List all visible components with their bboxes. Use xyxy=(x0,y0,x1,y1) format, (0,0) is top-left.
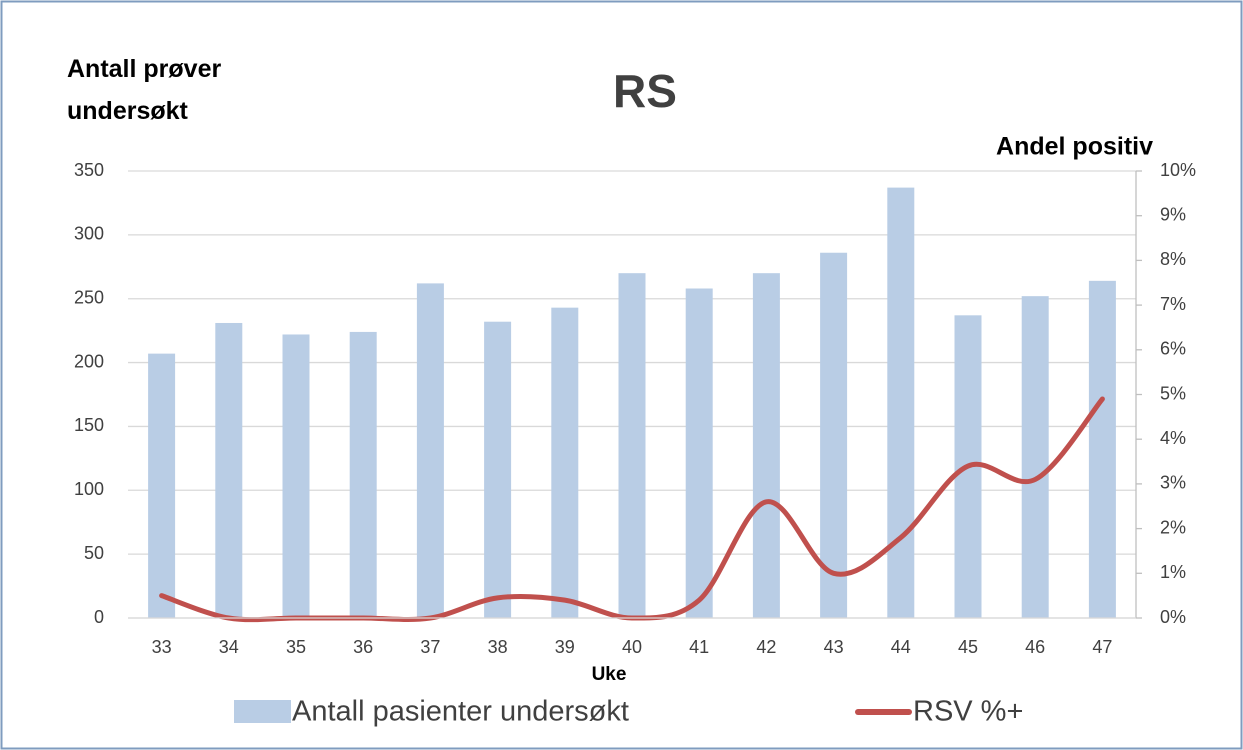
y-tick-label: 200 xyxy=(74,351,104,371)
x-tick-label: 33 xyxy=(152,637,172,657)
y-tick-label: 0 xyxy=(94,607,104,627)
bar xyxy=(1088,280,1116,618)
legend-label: RSV %+ xyxy=(913,696,1023,728)
y2-tick-label: 6% xyxy=(1160,339,1186,359)
chart-title: RS xyxy=(613,65,677,117)
x-tick-label: 35 xyxy=(286,637,306,657)
x-tick-label: 39 xyxy=(555,637,575,657)
y-axis-title: Antall prøver undersøkt xyxy=(67,55,222,125)
x-tick-label: 42 xyxy=(756,637,776,657)
x-tick-label: 46 xyxy=(1025,637,1045,657)
y2-tick-label: 1% xyxy=(1160,562,1186,582)
y2-tick-label: 8% xyxy=(1160,249,1186,269)
bar xyxy=(215,322,243,618)
y-tick-label: 150 xyxy=(74,415,104,435)
x-tick-label: 41 xyxy=(689,637,709,657)
y2-tick-label: 0% xyxy=(1160,607,1186,627)
bar xyxy=(416,283,444,618)
y-tick-label: 100 xyxy=(74,479,104,499)
bar xyxy=(820,252,848,619)
y2-tick-label: 9% xyxy=(1160,204,1186,224)
bar xyxy=(1021,296,1049,618)
y2-tick-label: 5% xyxy=(1160,383,1186,403)
y-tick-label: 250 xyxy=(74,287,104,307)
y2-tick-label: 4% xyxy=(1160,428,1186,448)
y2-tick-label: 2% xyxy=(1160,517,1186,537)
y-tick-label: 300 xyxy=(74,224,104,244)
x-tick-label: 40 xyxy=(622,637,642,657)
x-tick-label: 37 xyxy=(420,637,440,657)
y2-tick-label: 7% xyxy=(1160,294,1186,314)
x-tick-label: 36 xyxy=(353,637,373,657)
bar xyxy=(282,334,310,618)
legend-label: Antall pasienter undersøkt xyxy=(292,696,629,728)
bar xyxy=(349,331,377,618)
y2-tick-label: 10% xyxy=(1160,160,1196,180)
x-tick-label: 34 xyxy=(219,637,239,657)
y2-tick-label: 3% xyxy=(1160,473,1186,493)
x-tick-label: 43 xyxy=(824,637,844,657)
x-tick-label: 44 xyxy=(891,637,911,657)
bar xyxy=(551,307,579,618)
y-tick-label: 50 xyxy=(84,543,104,563)
bar xyxy=(484,321,512,618)
x-tick-label: 45 xyxy=(958,637,978,657)
y-tick-label: 350 xyxy=(74,160,104,180)
bar xyxy=(618,273,646,618)
bar xyxy=(887,187,915,619)
bar xyxy=(752,273,780,618)
bar xyxy=(148,353,176,618)
legend-swatch xyxy=(234,700,291,723)
x-tick-label: 38 xyxy=(488,637,508,657)
bar xyxy=(685,288,713,618)
y2-axis-title: Andel positiv xyxy=(996,133,1153,161)
x-axis-title: Uke xyxy=(592,664,627,685)
x-tick-label: 47 xyxy=(1092,637,1112,657)
